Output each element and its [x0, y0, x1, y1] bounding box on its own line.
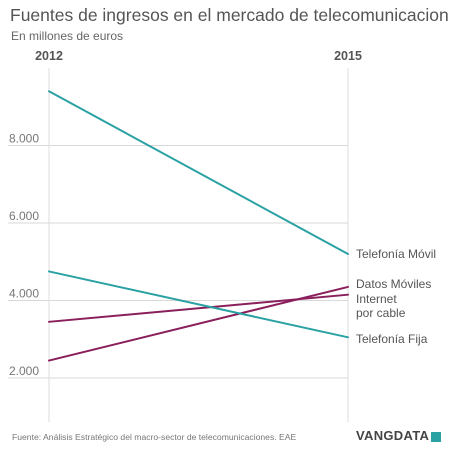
- y-tick-label-3: 8.000: [9, 132, 39, 146]
- y-tick-label-2: 6.000: [9, 209, 39, 223]
- chart-title: Fuentes de ingresos en el mercado de tel…: [10, 5, 449, 25]
- series-label-1: Datos Móviles: [356, 277, 431, 291]
- x-tick-label-2012: 2012: [35, 49, 63, 63]
- series-label-line: Telefonía Móvil: [356, 247, 436, 261]
- series-line-3: [48, 270, 349, 339]
- x-tick-label-2015: 2015: [334, 49, 362, 63]
- brand-text: VANGDATA: [356, 428, 430, 443]
- source-note: Fuente: Análisis Estratégico del macro-s…: [12, 432, 297, 442]
- series-line-2: [48, 293, 349, 323]
- series-label-line: Internet: [356, 292, 397, 306]
- y-tick-label-1: 4.000: [9, 287, 39, 301]
- series-label-2: Internet por cable: [356, 292, 406, 320]
- brand-logo: VANGDATA: [356, 428, 442, 443]
- series-label-0: Telefonía Móvil: [356, 247, 436, 261]
- y-tick-label-0: 2.000: [9, 364, 39, 378]
- series-line-0: [48, 90, 349, 255]
- series-label-line: Telefonía Fija: [356, 332, 428, 346]
- chart-subtitle: En millones de euros: [11, 29, 124, 43]
- series-label-line: por cable: [356, 306, 406, 320]
- series-label-3: Telefonía Fija: [356, 332, 428, 346]
- series-label-line: Datos Móviles: [356, 277, 431, 291]
- bar-chart-icon: [431, 431, 442, 442]
